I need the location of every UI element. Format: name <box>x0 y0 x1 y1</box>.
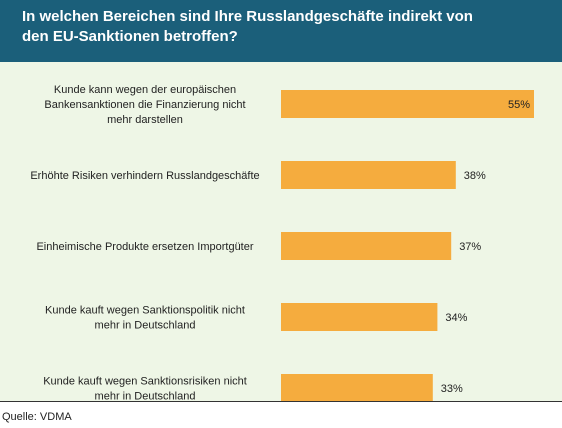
bar-chart: 55% Kunde kann wegen der europäischen Bank… <box>30 84 534 403</box>
value-label-4: 33% <box>441 383 463 395</box>
footer-divider <box>0 401 562 402</box>
chart-title-line-2: den EU-Sanktionen betroffen? <box>22 28 238 45</box>
bar-4 <box>281 374 433 402</box>
source-note: Quelle: VDMA <box>2 411 72 423</box>
chart-header: In welchen Bereichen sind Ihre Russlandg… <box>0 0 562 62</box>
bar-1 <box>281 161 456 189</box>
category-label-4: Kunde kauft wegen Sanktionsrisiken nicht… <box>43 376 247 403</box>
value-label-3: 34% <box>445 312 467 324</box>
value-label-0: 55% <box>508 99 530 111</box>
bar-0 <box>281 90 534 118</box>
category-label-1: Erhöhte Risiken verhindern Russlandgesch… <box>30 170 259 182</box>
bar-2 <box>281 232 452 260</box>
value-label-1: 38% <box>464 170 486 182</box>
category-label-3: Kunde kauft wegen Sanktionspolitik nicht… <box>45 305 245 332</box>
value-label-2: 37% <box>459 241 481 253</box>
chart-title-line-1: In welchen Bereichen sind Ihre Russlandg… <box>22 8 473 25</box>
category-label-2: Einheimische Produkte ersetzen Importgüt… <box>36 241 253 253</box>
category-label-0: Kunde kann wegen der europäischen Bankens… <box>44 84 245 126</box>
bar-3 <box>281 303 438 331</box>
